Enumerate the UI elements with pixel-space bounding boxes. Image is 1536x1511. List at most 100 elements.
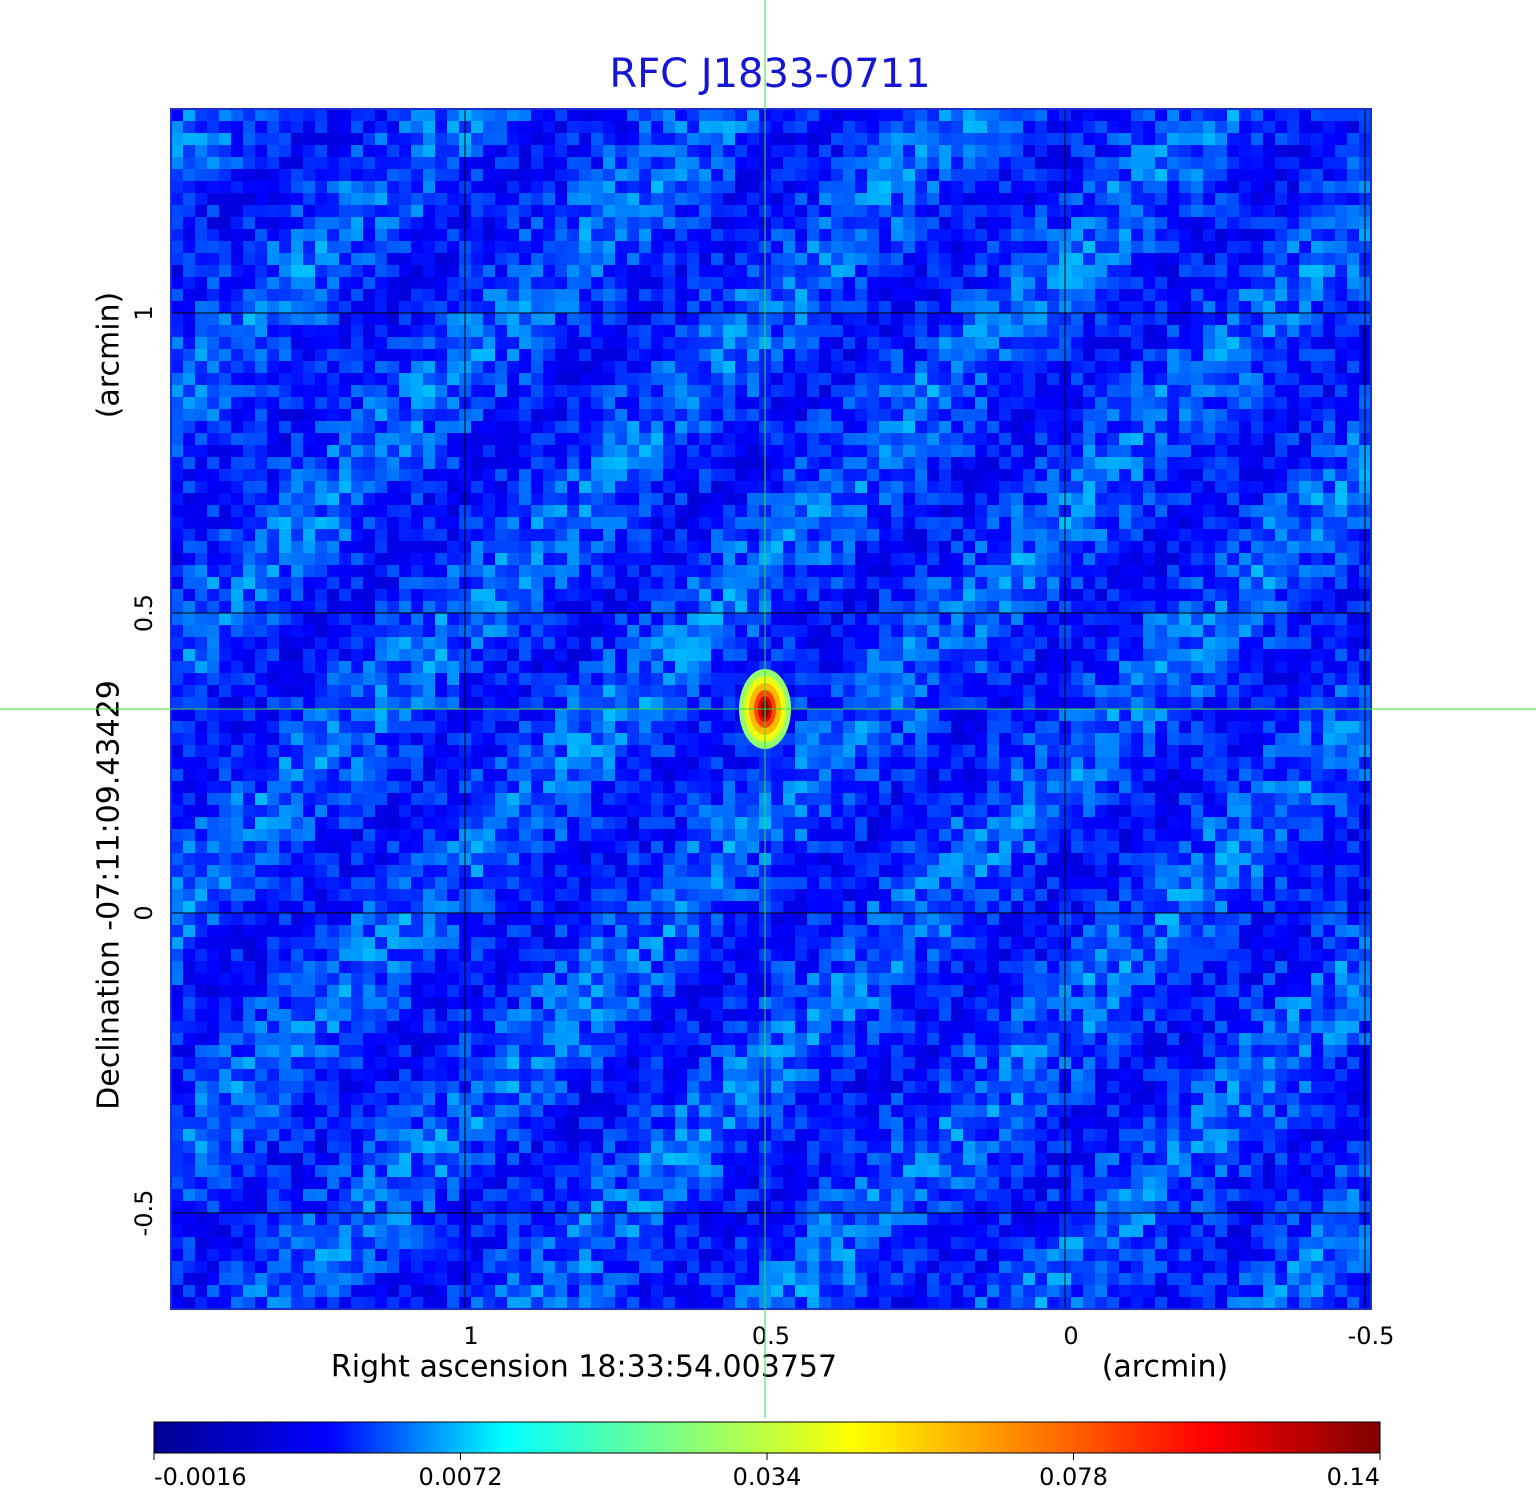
image-pixel	[1107, 133, 1119, 145]
image-pixel	[507, 157, 519, 169]
image-pixel	[927, 469, 939, 481]
image-pixel	[315, 349, 327, 361]
image-pixel	[1251, 157, 1263, 169]
image-pixel	[915, 517, 927, 529]
image-pixel	[939, 601, 951, 613]
image-pixel	[1191, 469, 1203, 481]
image-pixel	[399, 505, 411, 517]
image-pixel	[435, 241, 447, 253]
image-pixel	[1035, 289, 1047, 301]
image-pixel	[675, 625, 687, 637]
image-pixel	[795, 589, 807, 601]
image-pixel	[387, 673, 399, 685]
image-pixel	[651, 613, 663, 625]
image-pixel	[1203, 241, 1215, 253]
image-pixel	[879, 541, 891, 553]
image-pixel	[663, 469, 675, 481]
image-pixel	[675, 217, 687, 229]
image-pixel	[819, 277, 831, 289]
image-pixel	[975, 157, 987, 169]
image-pixel	[1299, 565, 1311, 577]
image-pixel	[675, 553, 687, 565]
image-pixel	[1131, 541, 1143, 553]
image-pixel	[711, 445, 723, 457]
image-pixel	[1239, 277, 1251, 289]
image-pixel	[315, 565, 327, 577]
image-pixel	[1167, 661, 1179, 673]
image-pixel	[1287, 685, 1299, 697]
image-pixel	[1167, 601, 1179, 613]
image-pixel	[1143, 145, 1155, 157]
image-pixel	[1155, 517, 1167, 529]
image-pixel	[219, 673, 231, 685]
image-pixel	[771, 265, 783, 277]
image-pixel	[363, 517, 375, 529]
image-pixel	[1095, 385, 1107, 397]
image-pixel	[483, 577, 495, 589]
image-pixel	[207, 565, 219, 577]
image-pixel	[1107, 265, 1119, 277]
image-pixel	[867, 613, 879, 625]
image-pixel	[447, 289, 459, 301]
image-pixel	[255, 625, 267, 637]
image-pixel	[471, 145, 483, 157]
image-pixel	[807, 373, 819, 385]
image-pixel	[603, 541, 615, 553]
image-pixel	[1215, 325, 1227, 337]
image-pixel	[1299, 325, 1311, 337]
image-pixel	[1335, 445, 1347, 457]
image-pixel	[1275, 373, 1287, 385]
image-pixel	[1107, 277, 1119, 289]
image-pixel	[1119, 505, 1131, 517]
image-pixel	[939, 397, 951, 409]
image-pixel	[963, 505, 975, 517]
image-pixel	[1155, 625, 1167, 637]
image-pixel	[1215, 397, 1227, 409]
image-pixel	[939, 445, 951, 457]
image-pixel	[255, 145, 267, 157]
image-pixel	[1239, 409, 1251, 421]
image-pixel	[1119, 565, 1131, 577]
image-pixel	[1119, 157, 1131, 169]
image-pixel	[747, 553, 759, 565]
image-pixel	[195, 253, 207, 265]
image-pixel	[327, 109, 339, 121]
image-pixel	[663, 349, 675, 361]
image-pixel	[651, 325, 663, 337]
image-pixel	[819, 313, 831, 325]
image-pixel	[807, 637, 819, 649]
image-pixel	[1203, 109, 1215, 121]
image-pixel	[279, 469, 291, 481]
image-pixel	[1263, 229, 1275, 241]
image-pixel	[447, 517, 459, 529]
image-pixel	[1179, 685, 1191, 697]
image-pixel	[363, 565, 375, 577]
image-pixel	[723, 673, 735, 685]
image-pixel	[1071, 421, 1083, 433]
image-pixel	[375, 397, 387, 409]
image-pixel	[1299, 697, 1311, 709]
image-pixel	[1239, 433, 1251, 445]
image-pixel	[1143, 565, 1155, 577]
image-pixel	[1143, 289, 1155, 301]
image-pixel	[279, 217, 291, 229]
image-pixel	[999, 277, 1011, 289]
image-pixel	[1239, 265, 1251, 277]
image-pixel	[1167, 469, 1179, 481]
image-pixel	[915, 217, 927, 229]
image-pixel	[651, 469, 663, 481]
image-pixel	[771, 349, 783, 361]
image-pixel	[327, 241, 339, 253]
image-pixel	[1323, 121, 1335, 133]
image-pixel	[315, 433, 327, 445]
image-pixel	[267, 673, 279, 685]
image-pixel	[975, 601, 987, 613]
image-pixel	[1095, 517, 1107, 529]
image-pixel	[1335, 589, 1347, 601]
image-pixel	[1323, 565, 1335, 577]
image-pixel	[915, 685, 927, 697]
image-pixel	[747, 193, 759, 205]
image-pixel	[987, 673, 999, 685]
image-pixel	[1203, 361, 1215, 373]
image-pixel	[1047, 217, 1059, 229]
